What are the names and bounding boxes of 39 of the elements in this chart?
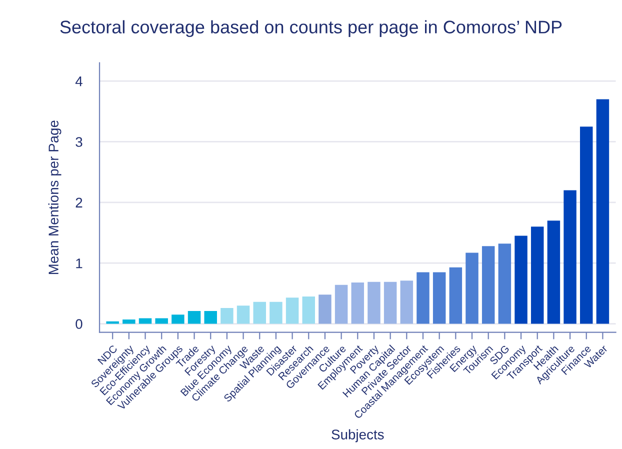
bar	[514, 236, 528, 324]
bar	[596, 99, 610, 324]
bar	[351, 282, 364, 324]
bar	[416, 272, 430, 324]
x-axis-title: Subjects	[332, 429, 384, 442]
bar	[270, 302, 282, 324]
bar	[432, 272, 446, 324]
bar	[302, 296, 316, 324]
bar	[188, 311, 201, 324]
bar	[286, 298, 299, 324]
bar	[334, 284, 348, 324]
bar	[122, 320, 136, 324]
bar	[138, 318, 152, 324]
bar	[155, 318, 168, 324]
bar	[172, 314, 184, 324]
y-axis-title: Mean Mentions per Page	[48, 120, 62, 274]
y-tick-label: 2	[76, 198, 82, 208]
bar	[220, 308, 234, 324]
bar	[498, 244, 512, 324]
bar	[400, 280, 414, 324]
y-tick-label: 1	[76, 258, 82, 268]
bar	[253, 302, 266, 324]
bar	[449, 267, 462, 324]
bar	[564, 190, 576, 324]
bar	[318, 294, 332, 324]
bar	[204, 311, 217, 324]
bar	[384, 282, 397, 324]
bar	[482, 246, 495, 324]
bar	[580, 126, 593, 324]
bar	[547, 220, 560, 324]
y-tick-label: 3	[76, 137, 82, 147]
bar	[106, 321, 119, 324]
y-tick-label: 4	[75, 76, 82, 86]
bar	[236, 306, 250, 324]
chart-title: Sectoral coverage based on counts per page in Comoros’ NDP	[60, 20, 562, 38]
bar	[530, 226, 544, 324]
bar	[466, 252, 478, 324]
bar	[368, 282, 380, 324]
y-tick-label: 0	[76, 319, 82, 329]
